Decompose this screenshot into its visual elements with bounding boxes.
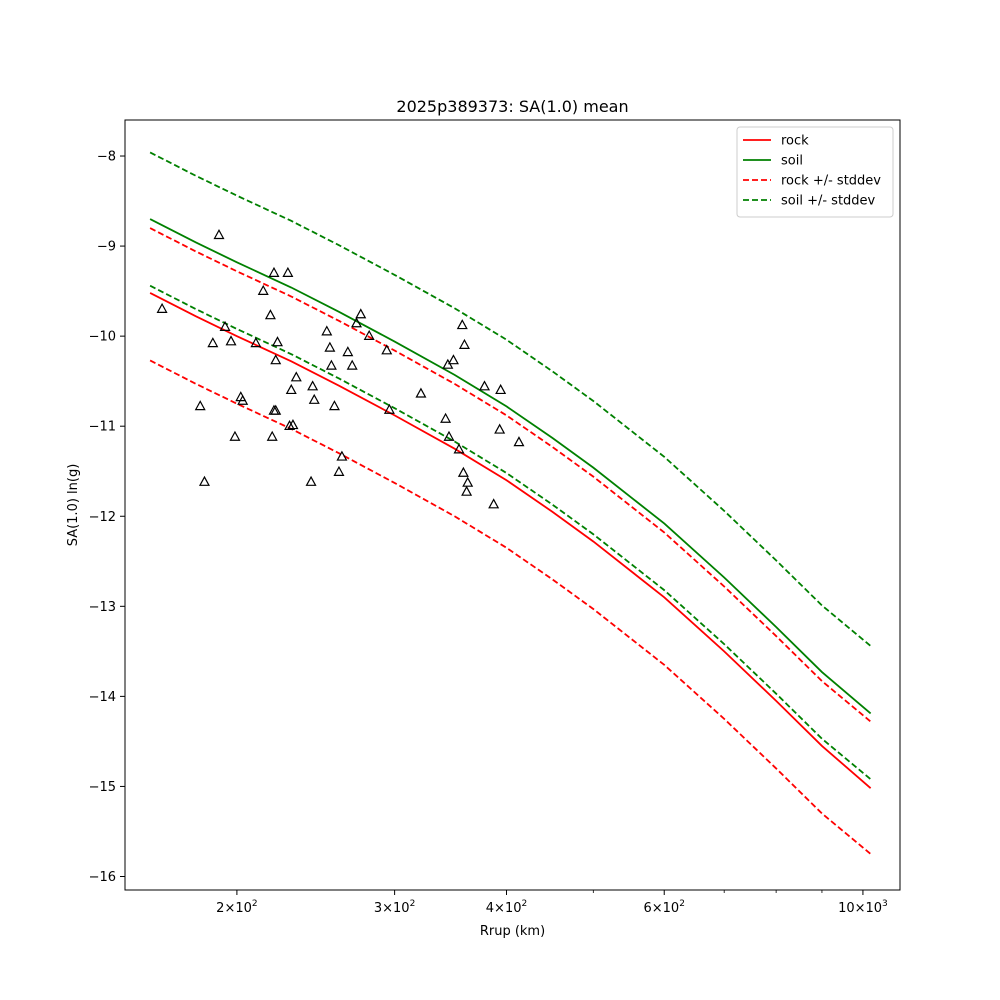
series-line-4 <box>149 151 872 647</box>
legend-label: soil <box>781 154 803 169</box>
observation-point <box>461 485 473 496</box>
legend-label: rock +/- stddev <box>781 174 881 189</box>
observation-point <box>266 430 278 441</box>
observation-point <box>383 403 395 414</box>
y-tick-label: −11 <box>89 420 116 435</box>
observation-point <box>250 337 262 348</box>
observation-point <box>443 430 455 441</box>
observation-point <box>271 336 284 347</box>
observation-point <box>355 308 367 319</box>
observation-point <box>381 344 393 355</box>
y-axis-label: SA(1.0) ln(g) <box>66 464 81 547</box>
observation-point <box>462 476 474 487</box>
observation-point <box>237 394 249 405</box>
plot-frame <box>124 119 901 891</box>
y-tick-label: −14 <box>89 690 116 705</box>
observation-point <box>495 383 507 395</box>
observation-point <box>333 465 345 476</box>
observation-point <box>219 320 231 331</box>
observation-point <box>363 329 375 340</box>
observation-point <box>285 383 297 395</box>
observation-point <box>284 419 296 431</box>
legend-label: rock <box>781 134 809 149</box>
chart-title: 2025p389373: SA(1.0) mean <box>396 97 628 116</box>
observation-point <box>350 317 363 328</box>
observation-point <box>270 404 282 415</box>
observation-point <box>225 335 237 346</box>
series-line-0 <box>149 292 872 789</box>
observation-point <box>453 443 465 454</box>
observation-point <box>194 400 206 411</box>
observation-point <box>268 266 280 277</box>
axis-ticks: −8 −9 −10 −11 −12 −13 −14 −15 −16 2×102 3×102 4×102… <box>89 150 888 916</box>
observation-point <box>321 325 333 336</box>
y-tick-label: −8 <box>97 150 116 165</box>
observation-point <box>513 436 525 447</box>
observation-point <box>156 302 168 313</box>
observation-point <box>290 371 302 382</box>
observation-point <box>270 354 282 365</box>
observation-point <box>457 466 469 477</box>
legend: rock soil rock +/- stddev soil +/- stddev <box>736 126 894 218</box>
observation-point <box>447 354 459 365</box>
observation-point <box>198 475 210 486</box>
observation-point <box>207 337 219 348</box>
observation-point <box>264 309 276 320</box>
observation-point <box>494 423 506 434</box>
observation-point <box>456 319 468 330</box>
legend-label: soil +/- stddev <box>781 194 876 209</box>
y-tick-label: −9 <box>97 240 116 255</box>
y-tick-label: −10 <box>89 330 116 345</box>
observation-point <box>213 229 225 240</box>
observation-point <box>478 380 491 391</box>
y-tick-label: −16 <box>89 870 116 885</box>
y-tick-label: −13 <box>89 600 116 615</box>
observation-point <box>229 430 241 441</box>
observation-point <box>325 359 337 370</box>
observation-point <box>346 359 358 370</box>
y-tick-label: −15 <box>89 780 116 795</box>
x-tick-label: 6×102 <box>644 899 685 916</box>
series-line-1 <box>149 218 872 715</box>
observation-point <box>308 393 320 404</box>
observation-point <box>282 266 294 277</box>
y-tick-label: −12 <box>89 510 116 525</box>
observation-point <box>307 380 319 391</box>
series-line-3 <box>149 359 872 855</box>
x-tick-label: 2×102 <box>216 899 257 916</box>
observation-point <box>328 400 340 411</box>
observation-point <box>415 387 427 398</box>
observation-point <box>458 338 470 349</box>
x-tick-label: 4×102 <box>486 899 527 916</box>
observation-point <box>287 419 299 430</box>
plot-area <box>149 151 872 855</box>
observation-point <box>342 346 354 357</box>
x-tick-label: 3×102 <box>374 899 415 916</box>
observation-point <box>440 412 452 423</box>
observation-point <box>305 475 317 486</box>
legend-box <box>736 126 894 218</box>
observation-point <box>336 450 348 461</box>
observation-point <box>257 284 269 295</box>
x-axis-label: Rrup (km) <box>480 924 545 939</box>
series-line-5 <box>149 284 872 780</box>
observation-point <box>324 341 336 352</box>
observation-point <box>488 498 500 509</box>
x-tick-label: 10×103 <box>838 899 888 916</box>
